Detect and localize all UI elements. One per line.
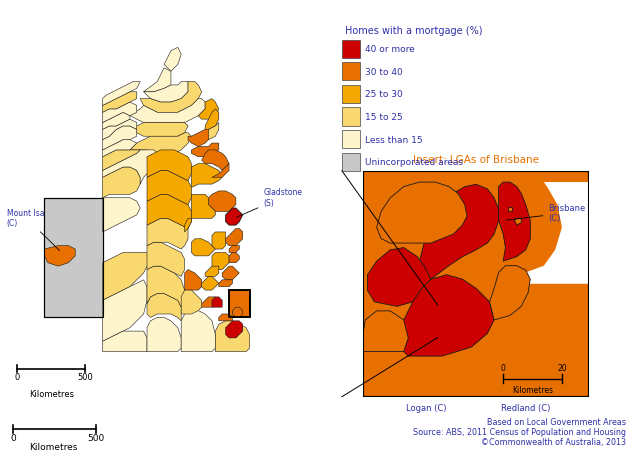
Text: 15 to 25: 15 to 25: [365, 113, 403, 122]
Polygon shape: [45, 198, 102, 318]
Polygon shape: [376, 183, 467, 244]
Text: Redland (C): Redland (C): [501, 404, 550, 412]
Text: Kilometres: Kilometres: [29, 389, 73, 398]
Polygon shape: [226, 208, 243, 226]
Polygon shape: [212, 297, 222, 308]
Polygon shape: [147, 243, 185, 277]
Polygon shape: [205, 267, 219, 277]
Text: 0: 0: [501, 363, 505, 372]
Polygon shape: [185, 270, 202, 290]
Polygon shape: [102, 140, 137, 157]
Text: 0: 0: [15, 372, 20, 381]
Text: Based on Local Government Areas
Source: ABS, 2011 Census of Population and Housi: Based on Local Government Areas Source: …: [413, 417, 626, 446]
Polygon shape: [202, 151, 229, 171]
Polygon shape: [147, 219, 188, 249]
Polygon shape: [147, 318, 181, 352]
Polygon shape: [399, 275, 494, 356]
Polygon shape: [102, 127, 137, 151]
Text: Kilometres: Kilometres: [29, 442, 78, 451]
Polygon shape: [147, 151, 192, 181]
Polygon shape: [233, 308, 243, 318]
Polygon shape: [130, 99, 205, 123]
Text: Mount Isa
(C): Mount Isa (C): [7, 208, 59, 251]
Text: Homes with a mortgage (%): Homes with a mortgage (%): [345, 26, 482, 36]
Polygon shape: [208, 192, 236, 212]
Text: Insert: LGAs of Brisbane: Insert: LGAs of Brisbane: [413, 155, 539, 165]
Polygon shape: [229, 246, 239, 253]
Polygon shape: [102, 92, 137, 113]
Text: 0: 0: [10, 433, 15, 442]
Polygon shape: [489, 266, 530, 320]
Polygon shape: [102, 280, 147, 341]
Polygon shape: [508, 207, 512, 212]
Text: Gladstone
(S): Gladstone (S): [236, 188, 302, 218]
Polygon shape: [192, 239, 215, 256]
Polygon shape: [147, 294, 181, 321]
Polygon shape: [181, 290, 202, 314]
Text: 40 or more: 40 or more: [365, 45, 415, 54]
Polygon shape: [130, 133, 192, 154]
Polygon shape: [45, 246, 75, 267]
Text: Logan (C): Logan (C): [406, 404, 447, 412]
Polygon shape: [185, 219, 192, 232]
Polygon shape: [205, 110, 219, 133]
Polygon shape: [367, 248, 431, 307]
Polygon shape: [498, 183, 530, 262]
Polygon shape: [164, 48, 181, 72]
Polygon shape: [219, 314, 233, 321]
Polygon shape: [147, 171, 192, 205]
Polygon shape: [102, 113, 130, 130]
Polygon shape: [140, 83, 202, 113]
Polygon shape: [202, 277, 219, 290]
Bar: [45, 198, 103, 318]
Polygon shape: [420, 185, 498, 280]
Text: Kilometres: Kilometres: [512, 386, 553, 394]
Polygon shape: [147, 195, 192, 229]
Polygon shape: [192, 144, 219, 157]
Polygon shape: [102, 103, 137, 123]
Text: 500: 500: [88, 433, 104, 442]
Polygon shape: [526, 183, 589, 284]
Text: 25 to 30: 25 to 30: [365, 90, 403, 99]
Polygon shape: [219, 280, 233, 287]
Polygon shape: [147, 267, 185, 308]
Polygon shape: [144, 69, 171, 92]
Polygon shape: [181, 311, 215, 352]
Polygon shape: [102, 120, 137, 140]
Polygon shape: [102, 198, 140, 232]
Text: Unincorporated areas: Unincorporated areas: [365, 158, 463, 167]
Polygon shape: [212, 164, 229, 178]
Text: 30 to 40: 30 to 40: [365, 68, 403, 77]
Polygon shape: [226, 229, 243, 246]
Polygon shape: [363, 311, 408, 352]
Polygon shape: [102, 151, 160, 184]
Polygon shape: [144, 83, 188, 103]
Polygon shape: [514, 219, 521, 226]
Polygon shape: [222, 267, 239, 280]
Polygon shape: [130, 123, 188, 137]
Polygon shape: [102, 331, 147, 352]
Text: Brisbane
(C): Brisbane (C): [506, 204, 585, 223]
Polygon shape: [202, 297, 219, 308]
Polygon shape: [215, 321, 250, 352]
Polygon shape: [102, 168, 140, 198]
Text: 20: 20: [557, 363, 567, 372]
Polygon shape: [192, 164, 222, 188]
Text: Less than 15: Less than 15: [365, 135, 422, 144]
Polygon shape: [205, 123, 219, 140]
Polygon shape: [102, 151, 140, 171]
Polygon shape: [102, 83, 140, 106]
Polygon shape: [212, 232, 226, 249]
Polygon shape: [198, 99, 219, 120]
Polygon shape: [229, 253, 239, 263]
Text: 500: 500: [77, 372, 93, 381]
Polygon shape: [212, 253, 229, 270]
Polygon shape: [188, 130, 208, 147]
Polygon shape: [226, 321, 243, 338]
Bar: [229, 290, 250, 318]
Polygon shape: [192, 195, 215, 219]
Polygon shape: [102, 253, 150, 301]
Polygon shape: [229, 290, 250, 318]
